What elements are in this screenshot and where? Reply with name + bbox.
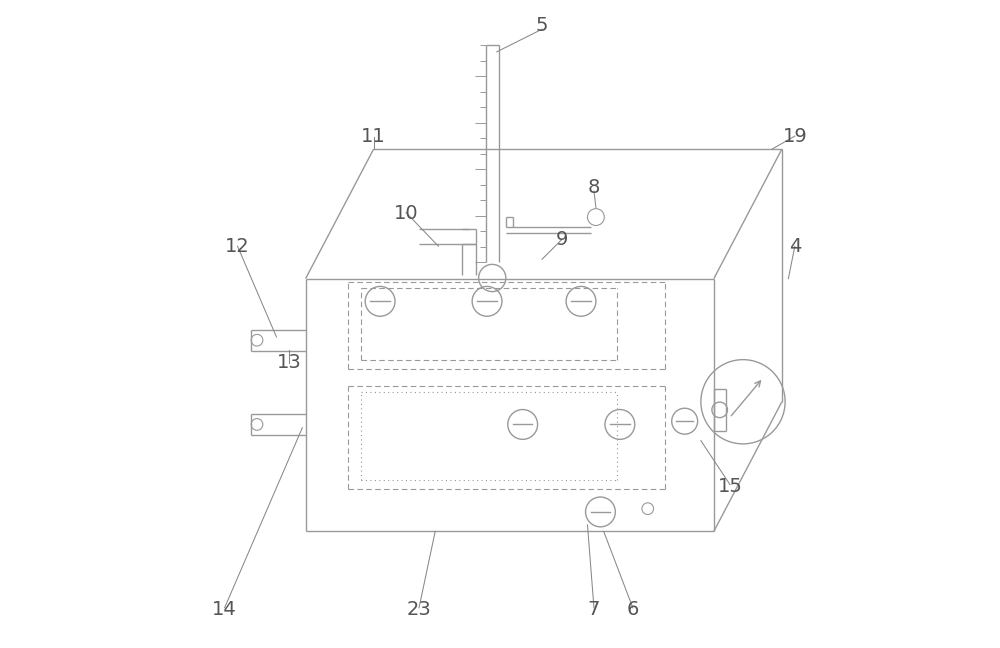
Text: 19: 19 bbox=[782, 126, 807, 146]
Text: 8: 8 bbox=[588, 178, 600, 198]
Text: 4: 4 bbox=[789, 237, 801, 256]
Text: 13: 13 bbox=[277, 353, 302, 373]
Text: 5: 5 bbox=[536, 16, 548, 36]
Text: 11: 11 bbox=[361, 126, 386, 146]
Text: 14: 14 bbox=[212, 599, 237, 619]
Text: 6: 6 bbox=[627, 599, 639, 619]
Text: 7: 7 bbox=[588, 599, 600, 619]
Text: 15: 15 bbox=[718, 476, 742, 496]
Text: 10: 10 bbox=[394, 204, 418, 224]
Text: 9: 9 bbox=[555, 230, 568, 249]
Text: 12: 12 bbox=[225, 237, 250, 256]
Text: 23: 23 bbox=[407, 599, 431, 619]
